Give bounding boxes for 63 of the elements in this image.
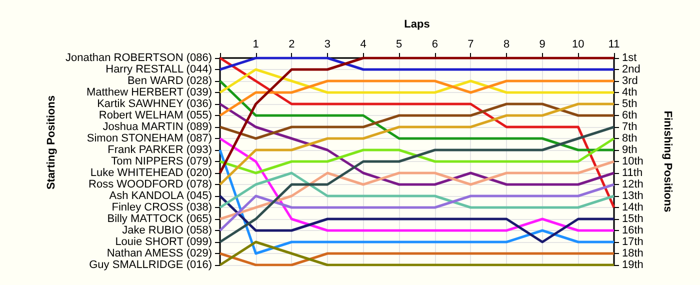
y2-tick-label: 16th xyxy=(622,224,644,236)
line-series xyxy=(218,160,616,220)
category-label: Ross WOODFORD (078) xyxy=(88,178,212,190)
y2-tick-label: 3rd xyxy=(622,75,638,87)
y2-tick-label: 1st xyxy=(622,52,637,64)
line-series xyxy=(218,194,616,244)
y2-tick-label: 5th xyxy=(622,98,638,110)
x-tick-label: 11 xyxy=(608,38,620,50)
y2-tick-label: 8th xyxy=(622,132,638,144)
category-label: Tom NIPPERS (079) xyxy=(111,156,212,168)
line-series xyxy=(218,183,616,232)
x-tick-label: 10 xyxy=(572,38,584,50)
y2-tick-label: 12th xyxy=(622,178,644,190)
y2-tick-label: 9th xyxy=(622,144,638,156)
category-label: Luke WHITEHEAD (020) xyxy=(90,167,212,179)
line-series xyxy=(218,172,616,209)
line-series xyxy=(218,80,616,152)
y2-tick-label: 17th xyxy=(622,236,644,248)
x-tick-label: 5 xyxy=(396,38,402,50)
category-label: Ash KANDOLA (045) xyxy=(109,190,212,202)
x-tick-label: 1 xyxy=(252,38,259,50)
category-label: Guy SMALLRIDGE (016) xyxy=(89,259,212,271)
y2-tick-label: 14th xyxy=(622,202,644,214)
y2-axis-title: Finishing Positions xyxy=(662,110,674,212)
y2-tick-label: 18th xyxy=(622,248,644,260)
x-tick-label: 6 xyxy=(432,38,438,50)
category-label: Matthew HERBERT (039) xyxy=(86,86,212,98)
category-label: Frank PARKER (093) xyxy=(108,144,212,156)
x-tick-label: 2 xyxy=(288,38,295,50)
y2-tick-label: 11th xyxy=(622,167,643,179)
x-tick-label: 9 xyxy=(539,38,546,50)
line-series xyxy=(218,137,616,232)
y2-tick-label: 6th xyxy=(622,110,638,122)
y2-tick-label: 19th xyxy=(622,259,644,271)
line-series xyxy=(218,102,616,186)
y2-tick-label: 15th xyxy=(622,213,644,225)
category-label: Louie SHORT (099) xyxy=(115,236,212,248)
line-series xyxy=(218,148,616,255)
text: Starting Positions xyxy=(46,95,58,190)
x-axis-title: Laps xyxy=(404,18,430,30)
category-label: Nathan AMESS (029) xyxy=(106,248,212,260)
x-tick-label: 7 xyxy=(468,38,474,50)
y2-tick-label: 7th xyxy=(622,121,638,133)
category-label: Finley CROSS (038) xyxy=(112,202,212,214)
y2-tick-label: 13th xyxy=(622,190,644,202)
category-label: Robert WELHAM (055) xyxy=(98,110,212,122)
category-label: Joshua MARTIN (089) xyxy=(102,121,212,133)
category-label: Kartik SAWHNEY (036) xyxy=(97,98,212,110)
category-label: Ben WARD (028) xyxy=(127,75,212,87)
y2-tick-label: 4th xyxy=(622,86,638,98)
category-label: Billy MATTOCK (065) xyxy=(107,213,212,225)
line-series xyxy=(218,102,616,140)
category-label: Jonathan ROBERTSON (086) xyxy=(65,52,212,64)
category-label: Jake RUBIO (058) xyxy=(122,224,212,236)
x-tick-label: 4 xyxy=(360,38,366,50)
line-series xyxy=(218,137,616,174)
category-label: Harry RESTALL (044) xyxy=(106,64,212,76)
x-tick-label: 8 xyxy=(503,38,510,50)
x-tick-label: 3 xyxy=(324,38,331,50)
category-label: Simon STONEHAM (087) xyxy=(86,132,212,144)
y2-tick-label: 2nd xyxy=(622,64,640,76)
line-series xyxy=(218,126,616,244)
y2-tick-label: 10th xyxy=(622,156,644,168)
